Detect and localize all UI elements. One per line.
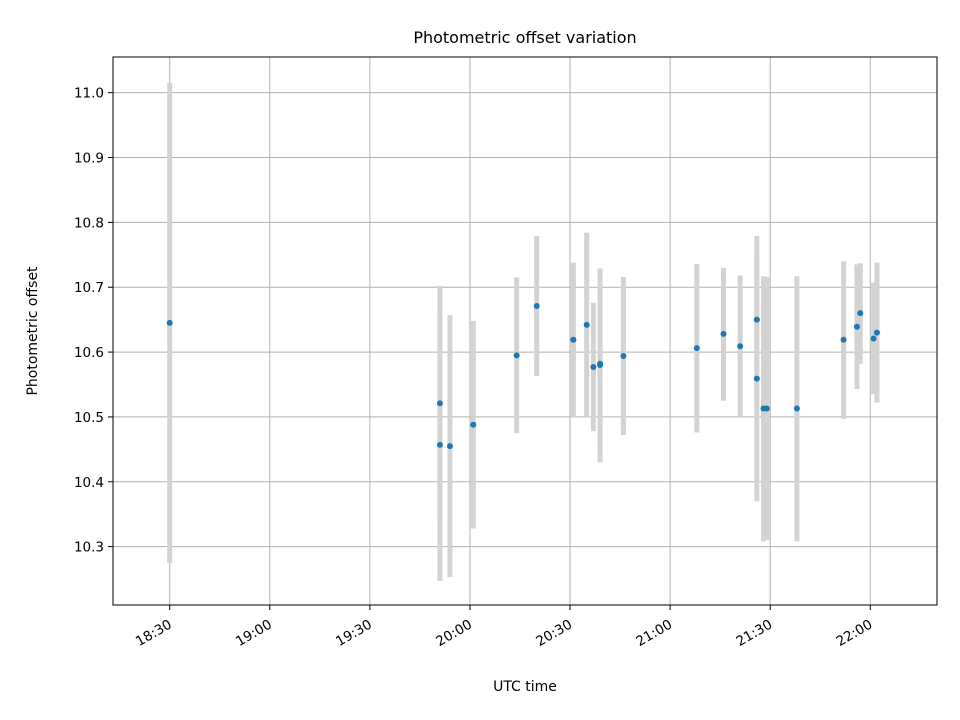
data-point <box>737 343 744 350</box>
data-point <box>533 303 540 310</box>
data-point <box>620 352 627 359</box>
data-point <box>470 421 477 428</box>
data-point <box>166 319 173 326</box>
data-point <box>753 375 760 382</box>
data-point <box>597 360 604 367</box>
data-point <box>873 329 880 336</box>
data-point <box>763 405 770 412</box>
data-point <box>583 321 590 328</box>
data-point <box>446 443 453 450</box>
y-tick-label: 10.9 <box>74 151 104 167</box>
point-layer <box>166 303 880 450</box>
data-point <box>840 336 847 343</box>
data-point <box>870 335 877 342</box>
data-point <box>693 345 700 352</box>
y-tick-label: 10.4 <box>74 475 104 491</box>
y-axis: 10.3 10.4 10.5 10.6 10.7 10.8 10.9 11.0 <box>74 86 113 556</box>
plot-frame <box>112 56 938 606</box>
grid-layer <box>113 57 937 605</box>
data-point <box>436 441 443 448</box>
y-axis-label: Photometric offset <box>25 266 41 396</box>
data-point <box>590 363 597 370</box>
x-axis-label: UTC time <box>493 679 557 695</box>
data-point <box>570 336 577 343</box>
data-point <box>753 316 760 323</box>
chart-title: Photometric offset variation <box>413 28 636 47</box>
y-tick-label: 10.6 <box>74 345 104 361</box>
y-tick-label: 11.0 <box>74 86 104 102</box>
data-point <box>793 405 800 412</box>
data-point <box>436 400 443 407</box>
data-point <box>857 310 864 317</box>
data-point <box>853 323 860 330</box>
y-tick-label: 10.7 <box>74 280 104 296</box>
data-point <box>720 330 727 337</box>
y-tick-label: 10.3 <box>74 540 104 556</box>
y-tick-label: 10.5 <box>74 410 104 426</box>
data-point <box>513 352 520 359</box>
y-tick-label: 10.8 <box>74 215 104 231</box>
